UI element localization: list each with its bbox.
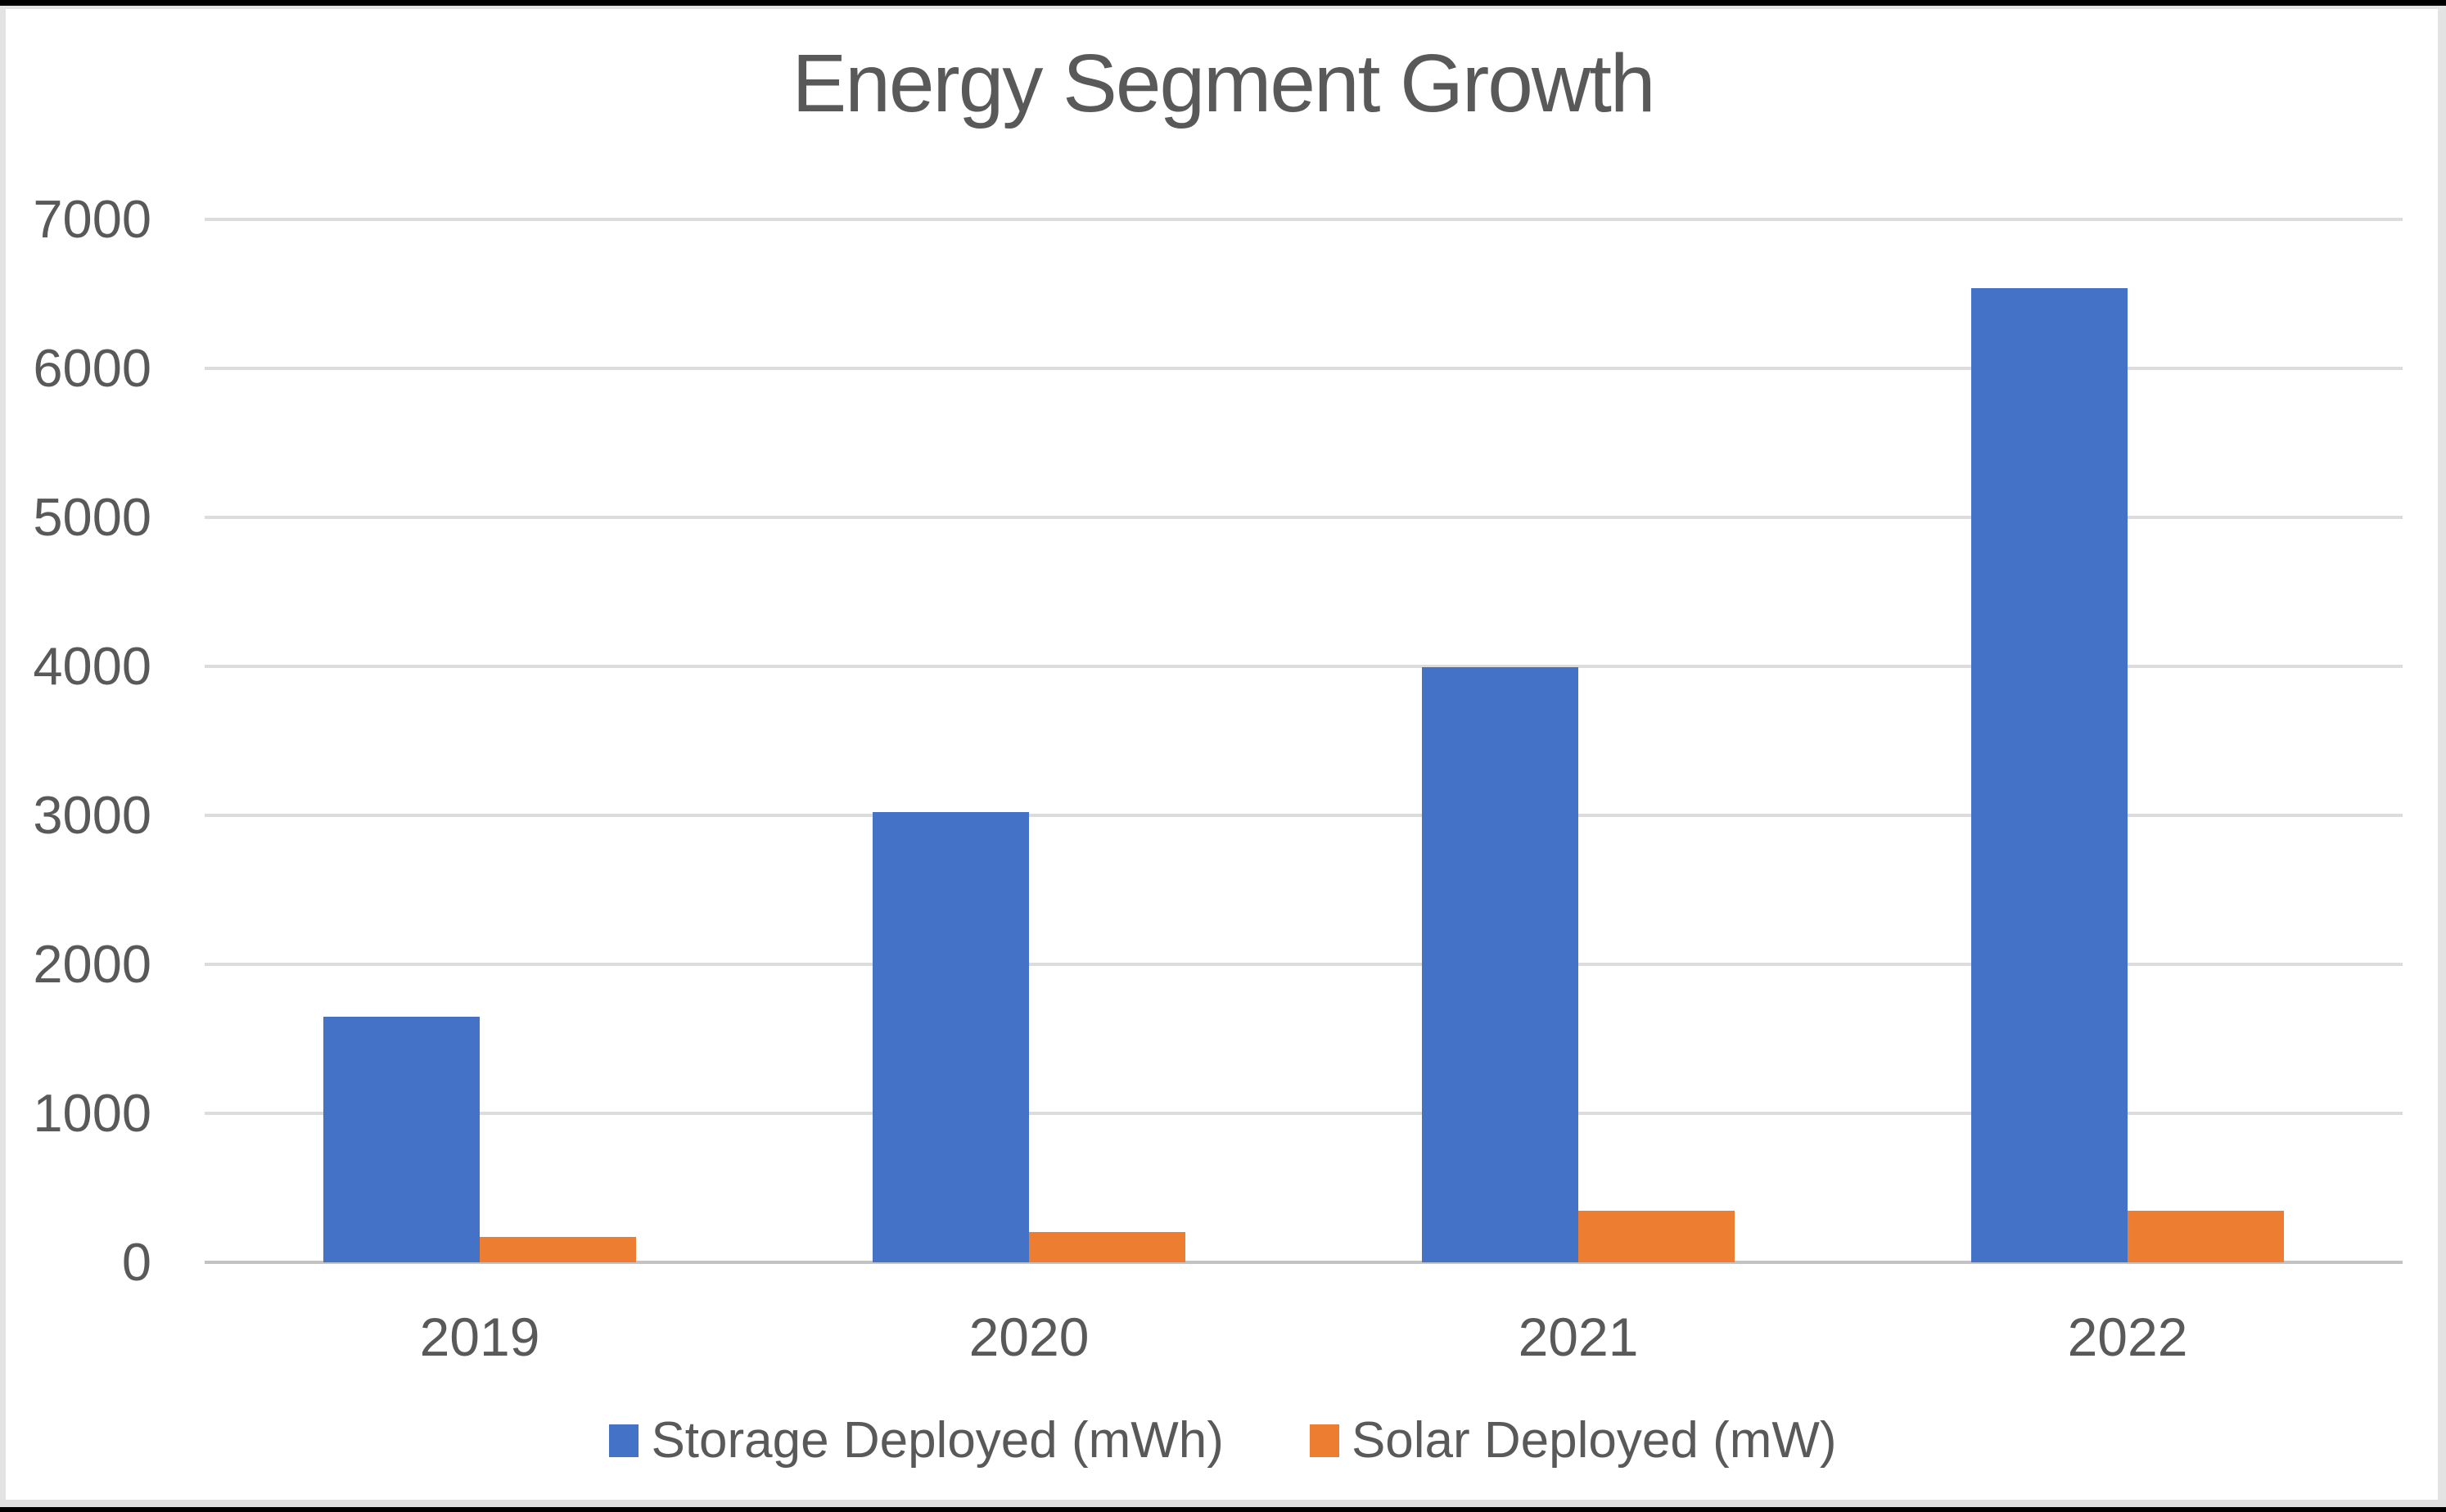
bar-solar-2021[interactable] [1578, 1211, 1735, 1262]
legend-item-solar[interactable]: Solar Deployed (mW) [1309, 1410, 1837, 1472]
x-axis-category-label: 2020 [968, 1307, 1090, 1367]
window-frame-top-edge [0, 6, 2446, 9]
legend-label-solar: Solar Deployed (mW) [1351, 1412, 1837, 1469]
y-axis-tick-label: 4000 [33, 636, 151, 696]
y-axis-tick-label: 5000 [33, 487, 151, 547]
bar-storage-2022[interactable] [1971, 288, 2128, 1262]
gridline [205, 665, 2403, 668]
window-frame-right-edge [2438, 6, 2446, 1507]
bar-storage-2021[interactable] [1422, 667, 1578, 1262]
window-frame-top [0, 0, 2446, 6]
bar-storage-2020[interactable] [873, 812, 1029, 1262]
gridline [205, 1112, 2403, 1115]
legend-swatch-storage-icon [609, 1424, 639, 1457]
x-axis-line [205, 1261, 2403, 1264]
bar-solar-2022[interactable] [2128, 1211, 2284, 1262]
window-frame-bottom-edge [0, 1500, 2446, 1507]
bar-solar-2019[interactable] [480, 1237, 636, 1262]
y-axis-tick-label: 2000 [33, 934, 151, 994]
gridline [205, 367, 2403, 370]
y-axis-tick-label: 7000 [33, 189, 151, 249]
x-axis-category-label: 2019 [419, 1307, 540, 1367]
window-frame-left-edge [0, 6, 6, 1507]
gridline [205, 516, 2403, 519]
x-axis-category-label: 2022 [2067, 1307, 2188, 1367]
legend-swatch-solar-icon [1309, 1424, 1339, 1457]
chart-legend: Storage Deployed (mWh) Solar Deployed (mW… [0, 1410, 2446, 1472]
y-axis-tick-label: 6000 [33, 338, 151, 398]
chart-title: Energy Segment Growth [792, 38, 1656, 129]
legend-label-storage: Storage Deployed (mWh) [651, 1412, 1224, 1469]
legend-item-storage[interactable]: Storage Deployed (mWh) [609, 1410, 1224, 1472]
y-axis-tick-label: 0 [121, 1232, 151, 1292]
x-axis-category-label: 2021 [1518, 1307, 1639, 1367]
y-axis-tick-label: 1000 [33, 1083, 151, 1143]
gridline [205, 218, 2403, 221]
bar-solar-2020[interactable] [1029, 1232, 1185, 1262]
bar-storage-2019[interactable] [323, 1017, 480, 1262]
window-frame-bottom [0, 1507, 2446, 1512]
gridline [205, 814, 2403, 817]
y-axis-tick-label: 3000 [33, 785, 151, 845]
gridline [205, 963, 2403, 966]
